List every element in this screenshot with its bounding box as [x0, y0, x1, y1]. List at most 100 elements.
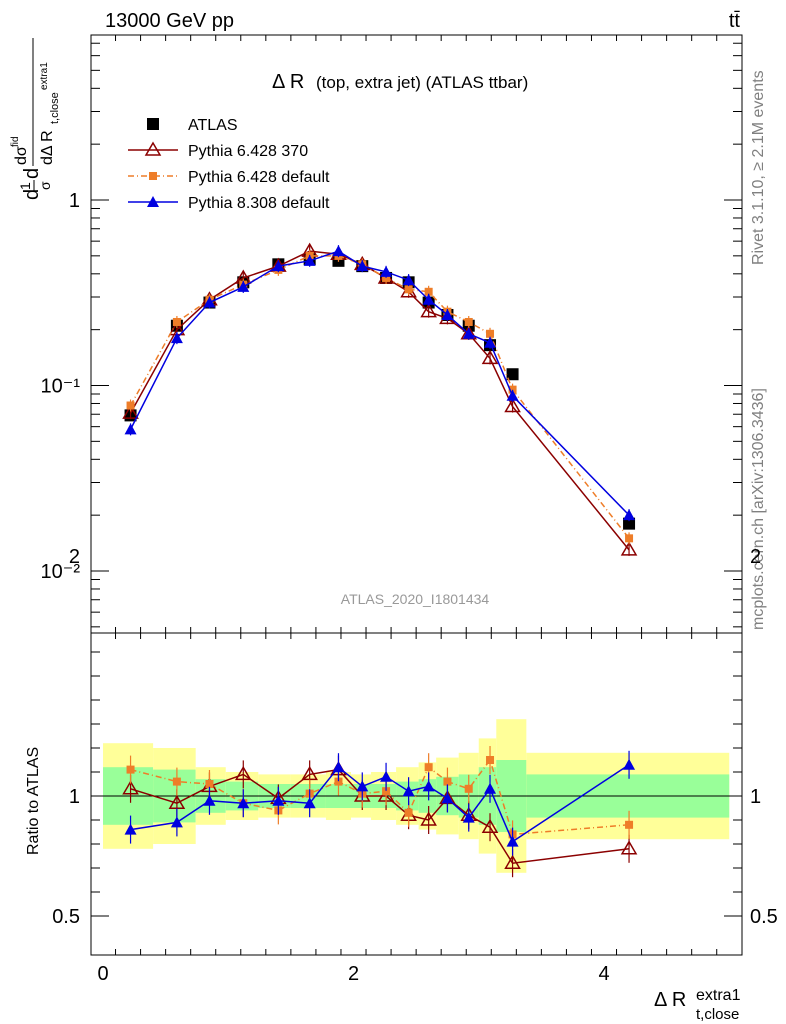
ratio-point — [625, 820, 634, 829]
ratio-point — [481, 818, 499, 833]
lower-y-tick-label: 1 — [69, 786, 80, 808]
mc-point — [382, 273, 391, 282]
ratio-point — [356, 780, 369, 792]
lower-y-tick-label: 0.5 — [52, 906, 80, 928]
x-tick-label: 0 — [97, 963, 108, 985]
mc-point — [170, 332, 183, 344]
uncertainty-bands — [91, 719, 742, 873]
ratio-point — [272, 794, 285, 806]
ratio-point — [237, 797, 250, 809]
mc-point — [441, 308, 454, 320]
plot-title-main: Δ R — [272, 71, 304, 93]
svg-text:fid: fid — [10, 136, 21, 147]
lower-y-tick-label-right: 0.5 — [750, 906, 778, 928]
series-line-ratio — [130, 768, 630, 865]
ratio-point — [126, 765, 135, 774]
ratio-point — [334, 777, 343, 786]
ratio-point — [623, 758, 636, 770]
svg-text:d: d — [21, 168, 43, 179]
data-point — [506, 368, 519, 381]
upper-panel: 1 10⁻¹ 10⁻² — [41, 34, 743, 634]
mc-point — [424, 287, 433, 296]
mc-point — [504, 398, 521, 413]
series-line-upper — [129, 255, 630, 539]
ratio-point — [303, 797, 316, 809]
ratio-point — [422, 780, 435, 792]
mc-point — [625, 534, 634, 543]
mc-point — [332, 245, 345, 257]
svg-text:dσ: dσ — [13, 146, 30, 165]
mc-point — [404, 285, 413, 294]
ratio-point — [382, 787, 391, 796]
upper-y-tick-label: 1 — [69, 190, 80, 212]
legend-label: Pythia 6.428 default — [188, 169, 330, 186]
ratio-point — [462, 811, 475, 823]
upper-y-tick-label: 10⁻¹ — [41, 376, 81, 398]
mc-point — [484, 336, 497, 348]
svg-text:t,close: t,close — [49, 92, 61, 124]
mc-point — [402, 274, 415, 286]
ratio-point — [332, 761, 345, 773]
x-axis-label-superscript: extra1 — [696, 987, 741, 1004]
ratio-point — [380, 770, 393, 782]
lower-y-tick-label-right: 2 — [750, 546, 761, 568]
mc-point — [508, 385, 517, 394]
mcplots-label: mcplots.cern.ch [arXiv:1306.3436] — [750, 388, 767, 630]
mc-point — [172, 317, 181, 326]
mc-point — [464, 317, 473, 326]
upper-y-tick-label: 10⁻² — [41, 561, 81, 583]
ratio-point — [170, 816, 183, 828]
ratio-point — [124, 823, 137, 835]
mc-point — [124, 423, 137, 435]
legend-marker — [147, 118, 159, 130]
mc-point — [203, 296, 216, 308]
ratio-point — [420, 811, 437, 826]
energy-label: 13000 GeV pp — [105, 10, 234, 32]
legend-marker — [144, 141, 162, 156]
mc-point — [620, 541, 638, 556]
lower-panel: 0 2 4 2 2 1 1 0.5 0.5 — [52, 35, 778, 985]
legend: ATLAS Pythia 6.428 370 Pythia 6.428 defaul… — [128, 117, 330, 212]
x-axis-label: Δ R — [654, 989, 686, 1011]
analysis-label: ATLAS_2020_I1801434 — [341, 591, 490, 607]
x-axis-label-subscript: t,close — [696, 1006, 739, 1023]
mc-point — [237, 280, 250, 292]
mc-point — [420, 303, 437, 318]
mc-point — [126, 401, 135, 410]
series-line-upper — [129, 250, 630, 516]
mc-point — [486, 329, 495, 338]
svg-text:σ: σ — [37, 181, 53, 190]
ratio-point — [443, 777, 452, 786]
series-line-ratio — [130, 758, 630, 836]
mc-point — [272, 260, 285, 272]
mc-point — [303, 254, 316, 266]
data-point — [623, 517, 636, 530]
x-tick-label: 2 — [348, 963, 359, 985]
ratio-point — [504, 854, 521, 869]
series-line-upper — [129, 250, 630, 551]
rivet-version-label: Rivet 3.1.10, ≥ 2.1M events — [750, 70, 767, 265]
mc-point — [481, 349, 499, 365]
ratio-point — [484, 782, 497, 794]
lower-y-tick-label: 2 — [69, 546, 80, 568]
lower-y-tick-label-right: 1 — [750, 786, 761, 808]
x-tick-label: 4 — [598, 963, 609, 985]
ratio-point — [168, 794, 186, 809]
ratio-point — [234, 765, 252, 781]
mc-point — [380, 265, 393, 277]
svg-text:dΔ R: dΔ R — [39, 130, 56, 165]
svg-text:extra1: extra1 — [39, 62, 50, 90]
ratio-point — [506, 835, 519, 847]
ratio-point — [620, 840, 638, 855]
ratio-point — [172, 777, 181, 786]
legend-marker — [147, 196, 159, 207]
ratio-point — [122, 780, 139, 795]
ratio-point — [464, 784, 473, 793]
mc-point — [506, 389, 519, 401]
plot-title-sub: (top, extra jet) (ATLAS ttbar) — [316, 73, 528, 92]
upper-y-axis-label: d 1 σ d dσ fid dΔ R t,close extra1 — [10, 38, 61, 200]
ratio-point — [203, 794, 216, 806]
mc-point — [122, 404, 139, 419]
legend-marker — [149, 172, 157, 180]
